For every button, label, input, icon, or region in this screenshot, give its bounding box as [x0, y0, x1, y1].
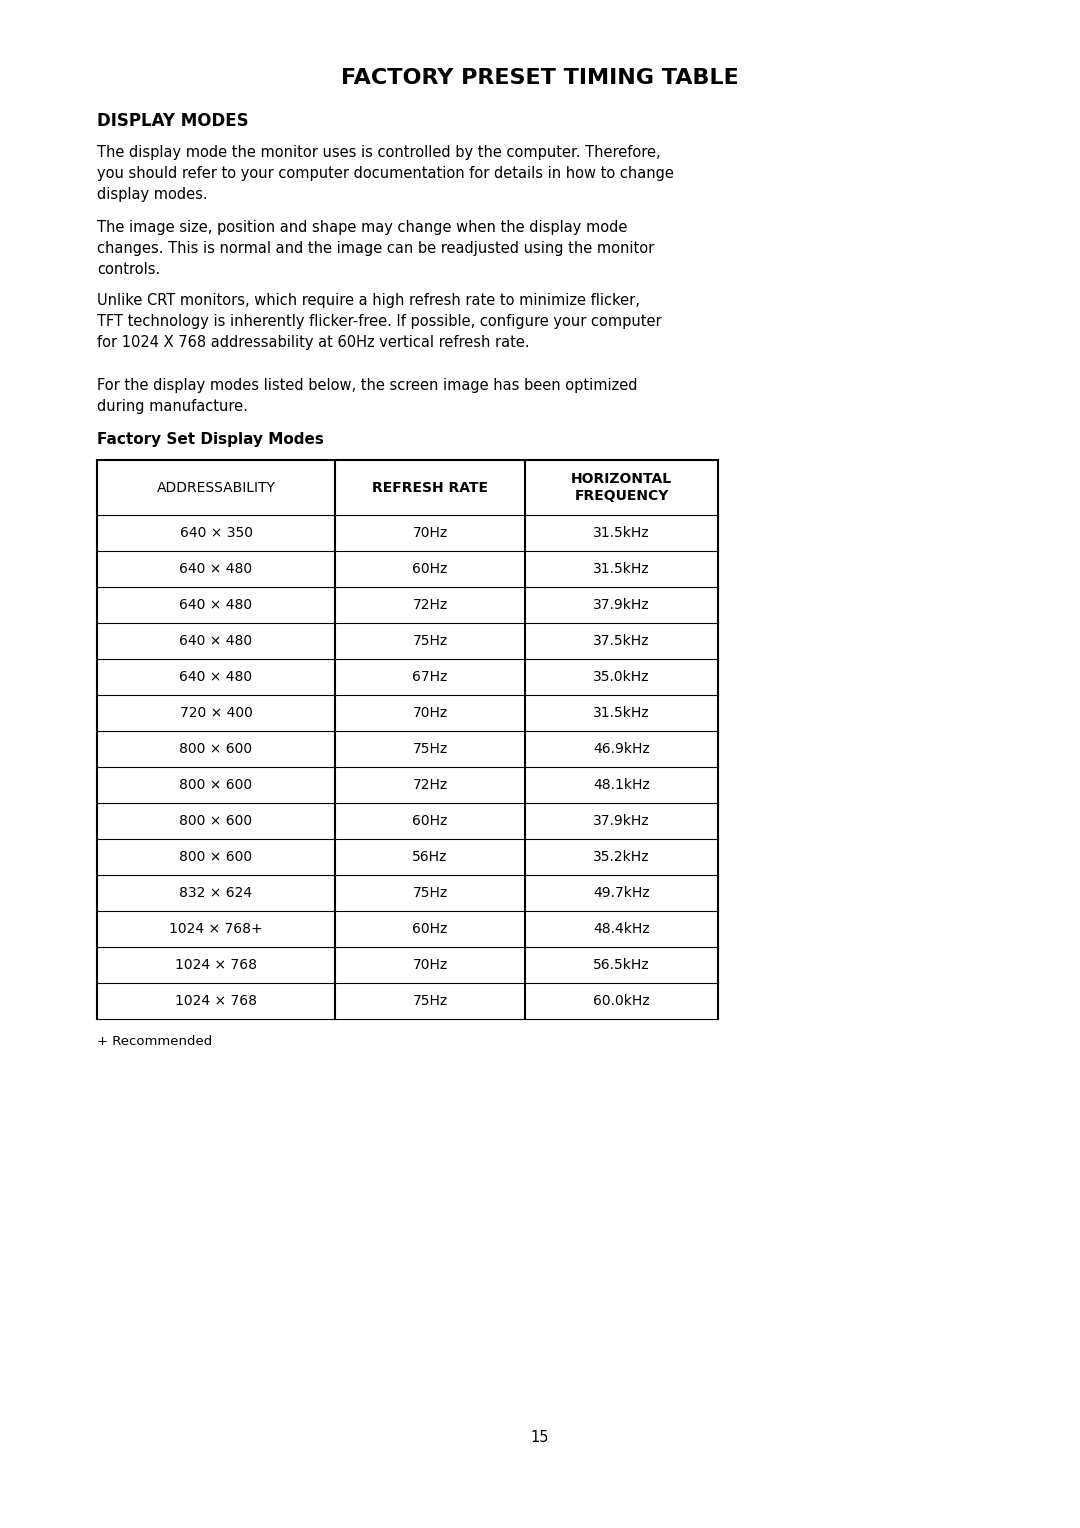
Text: 60.0kHz: 60.0kHz: [593, 995, 650, 1008]
Text: 70Hz: 70Hz: [413, 706, 447, 720]
Text: REFRESH RATE: REFRESH RATE: [372, 480, 488, 495]
Text: 37.9kHz: 37.9kHz: [593, 597, 650, 613]
Text: 800 × 600: 800 × 600: [179, 850, 253, 863]
Text: 70Hz: 70Hz: [413, 526, 447, 539]
Text: 37.9kHz: 37.9kHz: [593, 814, 650, 828]
Text: 832 × 624: 832 × 624: [179, 886, 253, 900]
Text: 31.5kHz: 31.5kHz: [593, 562, 650, 576]
Text: 1024 × 768+: 1024 × 768+: [170, 921, 262, 937]
Text: 56Hz: 56Hz: [413, 850, 448, 863]
Text: 75Hz: 75Hz: [413, 886, 447, 900]
Text: 67Hz: 67Hz: [413, 669, 448, 685]
Text: Unlike CRT monitors, which require a high refresh rate to minimize flicker,
TFT : Unlike CRT monitors, which require a hig…: [97, 293, 662, 350]
Text: For the display modes listed below, the screen image has been optimized
during m: For the display modes listed below, the …: [97, 377, 637, 414]
Text: ADDRESSABILITY: ADDRESSABILITY: [157, 480, 275, 495]
Text: 75Hz: 75Hz: [413, 743, 447, 756]
Text: 48.1kHz: 48.1kHz: [593, 778, 650, 792]
Text: 31.5kHz: 31.5kHz: [593, 526, 650, 539]
Text: 60Hz: 60Hz: [413, 562, 448, 576]
Text: 640 × 480: 640 × 480: [179, 597, 253, 613]
Text: 720 × 400: 720 × 400: [179, 706, 253, 720]
Text: + Recommended: + Recommended: [97, 1034, 213, 1048]
Text: 46.9kHz: 46.9kHz: [593, 743, 650, 756]
Text: HORIZONTAL
FREQUENCY: HORIZONTAL FREQUENCY: [571, 472, 672, 503]
Text: 56.5kHz: 56.5kHz: [593, 958, 650, 972]
Text: 48.4kHz: 48.4kHz: [593, 921, 650, 937]
Text: 72Hz: 72Hz: [413, 778, 447, 792]
Text: 72Hz: 72Hz: [413, 597, 447, 613]
Text: DISPLAY MODES: DISPLAY MODES: [97, 112, 248, 130]
Text: The image size, position and shape may change when the display mode
changes. Thi: The image size, position and shape may c…: [97, 220, 654, 277]
Text: 640 × 480: 640 × 480: [179, 669, 253, 685]
Text: 800 × 600: 800 × 600: [179, 814, 253, 828]
Text: 35.2kHz: 35.2kHz: [593, 850, 650, 863]
Text: 49.7kHz: 49.7kHz: [593, 886, 650, 900]
Text: 37.5kHz: 37.5kHz: [593, 634, 650, 648]
Text: 15: 15: [530, 1430, 550, 1445]
Text: The display mode the monitor uses is controlled by the computer. Therefore,
you : The display mode the monitor uses is con…: [97, 145, 674, 202]
Text: 70Hz: 70Hz: [413, 958, 447, 972]
Text: Factory Set Display Modes: Factory Set Display Modes: [97, 432, 324, 448]
Text: FACTORY PRESET TIMING TABLE: FACTORY PRESET TIMING TABLE: [341, 69, 739, 89]
Text: 60Hz: 60Hz: [413, 921, 448, 937]
Text: 800 × 600: 800 × 600: [179, 743, 253, 756]
Text: 640 × 480: 640 × 480: [179, 634, 253, 648]
Text: 640 × 480: 640 × 480: [179, 562, 253, 576]
Text: 35.0kHz: 35.0kHz: [593, 669, 650, 685]
Text: 800 × 600: 800 × 600: [179, 778, 253, 792]
Text: 1024 × 768: 1024 × 768: [175, 995, 257, 1008]
Text: 75Hz: 75Hz: [413, 634, 447, 648]
Text: 1024 × 768: 1024 × 768: [175, 958, 257, 972]
Text: 31.5kHz: 31.5kHz: [593, 706, 650, 720]
Text: 60Hz: 60Hz: [413, 814, 448, 828]
Text: 75Hz: 75Hz: [413, 995, 447, 1008]
Text: 640 × 350: 640 × 350: [179, 526, 253, 539]
